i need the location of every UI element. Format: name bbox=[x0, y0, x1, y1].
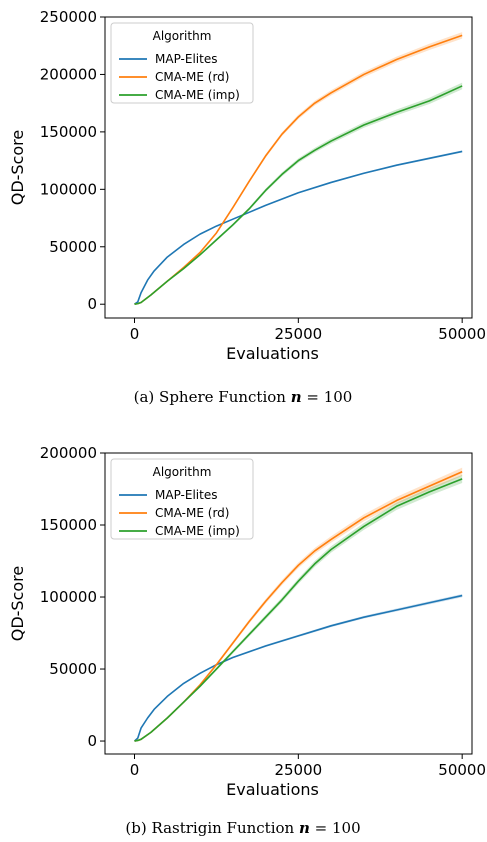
y-tick-label: 200000 bbox=[40, 65, 97, 83]
plot-frame bbox=[104, 16, 473, 319]
x-tick-label: 0 bbox=[130, 761, 140, 779]
legend: Algorithm MAP-Elites CMA-ME (rd) CMA-ME (im… bbox=[110, 22, 254, 104]
y-axis-label: QD-Score bbox=[8, 566, 27, 642]
y-axis-label: QD-Score bbox=[8, 130, 27, 206]
series-line-cma-me-imp bbox=[134, 478, 463, 742]
plot-frame bbox=[104, 452, 473, 755]
legend-entry: CMA-ME (rd) bbox=[155, 506, 229, 520]
figure-caption: (a) Sphere Function n = 100 bbox=[134, 388, 353, 406]
chart-sphere: 0 25000 50000 0 50000 100000 150000 200000 25000… bbox=[8, 8, 486, 406]
x-tick-label: 25000 bbox=[274, 325, 322, 343]
x-tick-label: 50000 bbox=[438, 325, 486, 343]
x-axis-label: Evaluations bbox=[226, 344, 319, 363]
figure-caption: (b) Rastrigin Function n = 100 bbox=[125, 819, 360, 837]
legend-title: Algorithm bbox=[153, 29, 212, 43]
series-line-cma-me-imp bbox=[134, 85, 463, 305]
y-tick-label: 150000 bbox=[40, 123, 97, 141]
caption-variable: n bbox=[299, 819, 310, 837]
y-tick-label: 100000 bbox=[40, 180, 97, 198]
caption-value: = 100 bbox=[310, 819, 361, 837]
caption-text: (a) Sphere Function bbox=[134, 388, 291, 406]
legend-entry: CMA-ME (rd) bbox=[155, 70, 229, 84]
series-band bbox=[134, 150, 463, 305]
caption-variable: n bbox=[291, 388, 302, 406]
caption-value: = 100 bbox=[302, 388, 353, 406]
y-tick-label: 0 bbox=[87, 295, 97, 313]
legend-entry: CMA-ME (imp) bbox=[155, 88, 240, 102]
x-tick-label: 25000 bbox=[274, 761, 322, 779]
y-tick-label: 250000 bbox=[40, 8, 97, 26]
legend-box bbox=[110, 458, 254, 540]
legend-entry: CMA-ME (imp) bbox=[155, 524, 240, 538]
series-line-map-elites bbox=[134, 150, 463, 305]
legend: Algorithm MAP-Elites CMA-ME (rd) CMA-ME (im… bbox=[110, 458, 254, 540]
y-tick-label: 100000 bbox=[40, 588, 97, 606]
x-tick-label: 0 bbox=[130, 325, 140, 343]
legend-entry: MAP-Elites bbox=[155, 488, 217, 502]
legend-title: Algorithm bbox=[153, 465, 212, 479]
x-tick-label: 50000 bbox=[438, 761, 486, 779]
x-axis-label: Evaluations bbox=[226, 780, 319, 799]
y-tick-label: 50000 bbox=[49, 660, 97, 678]
legend-box bbox=[110, 22, 254, 104]
series-band bbox=[134, 593, 463, 742]
y-tick-label: 0 bbox=[87, 732, 97, 750]
y-tick-label: 200000 bbox=[40, 444, 97, 462]
y-tick-label: 50000 bbox=[49, 238, 97, 256]
series-line-map-elites bbox=[133, 594, 463, 742]
chart-rastrigin: 0 25000 50000 0 50000 100000 150000 200000 Evalu… bbox=[8, 444, 486, 837]
legend-entry: MAP-Elites bbox=[155, 52, 217, 66]
y-tick-label: 150000 bbox=[40, 516, 97, 534]
caption-text: (b) Rastrigin Function bbox=[125, 819, 299, 837]
